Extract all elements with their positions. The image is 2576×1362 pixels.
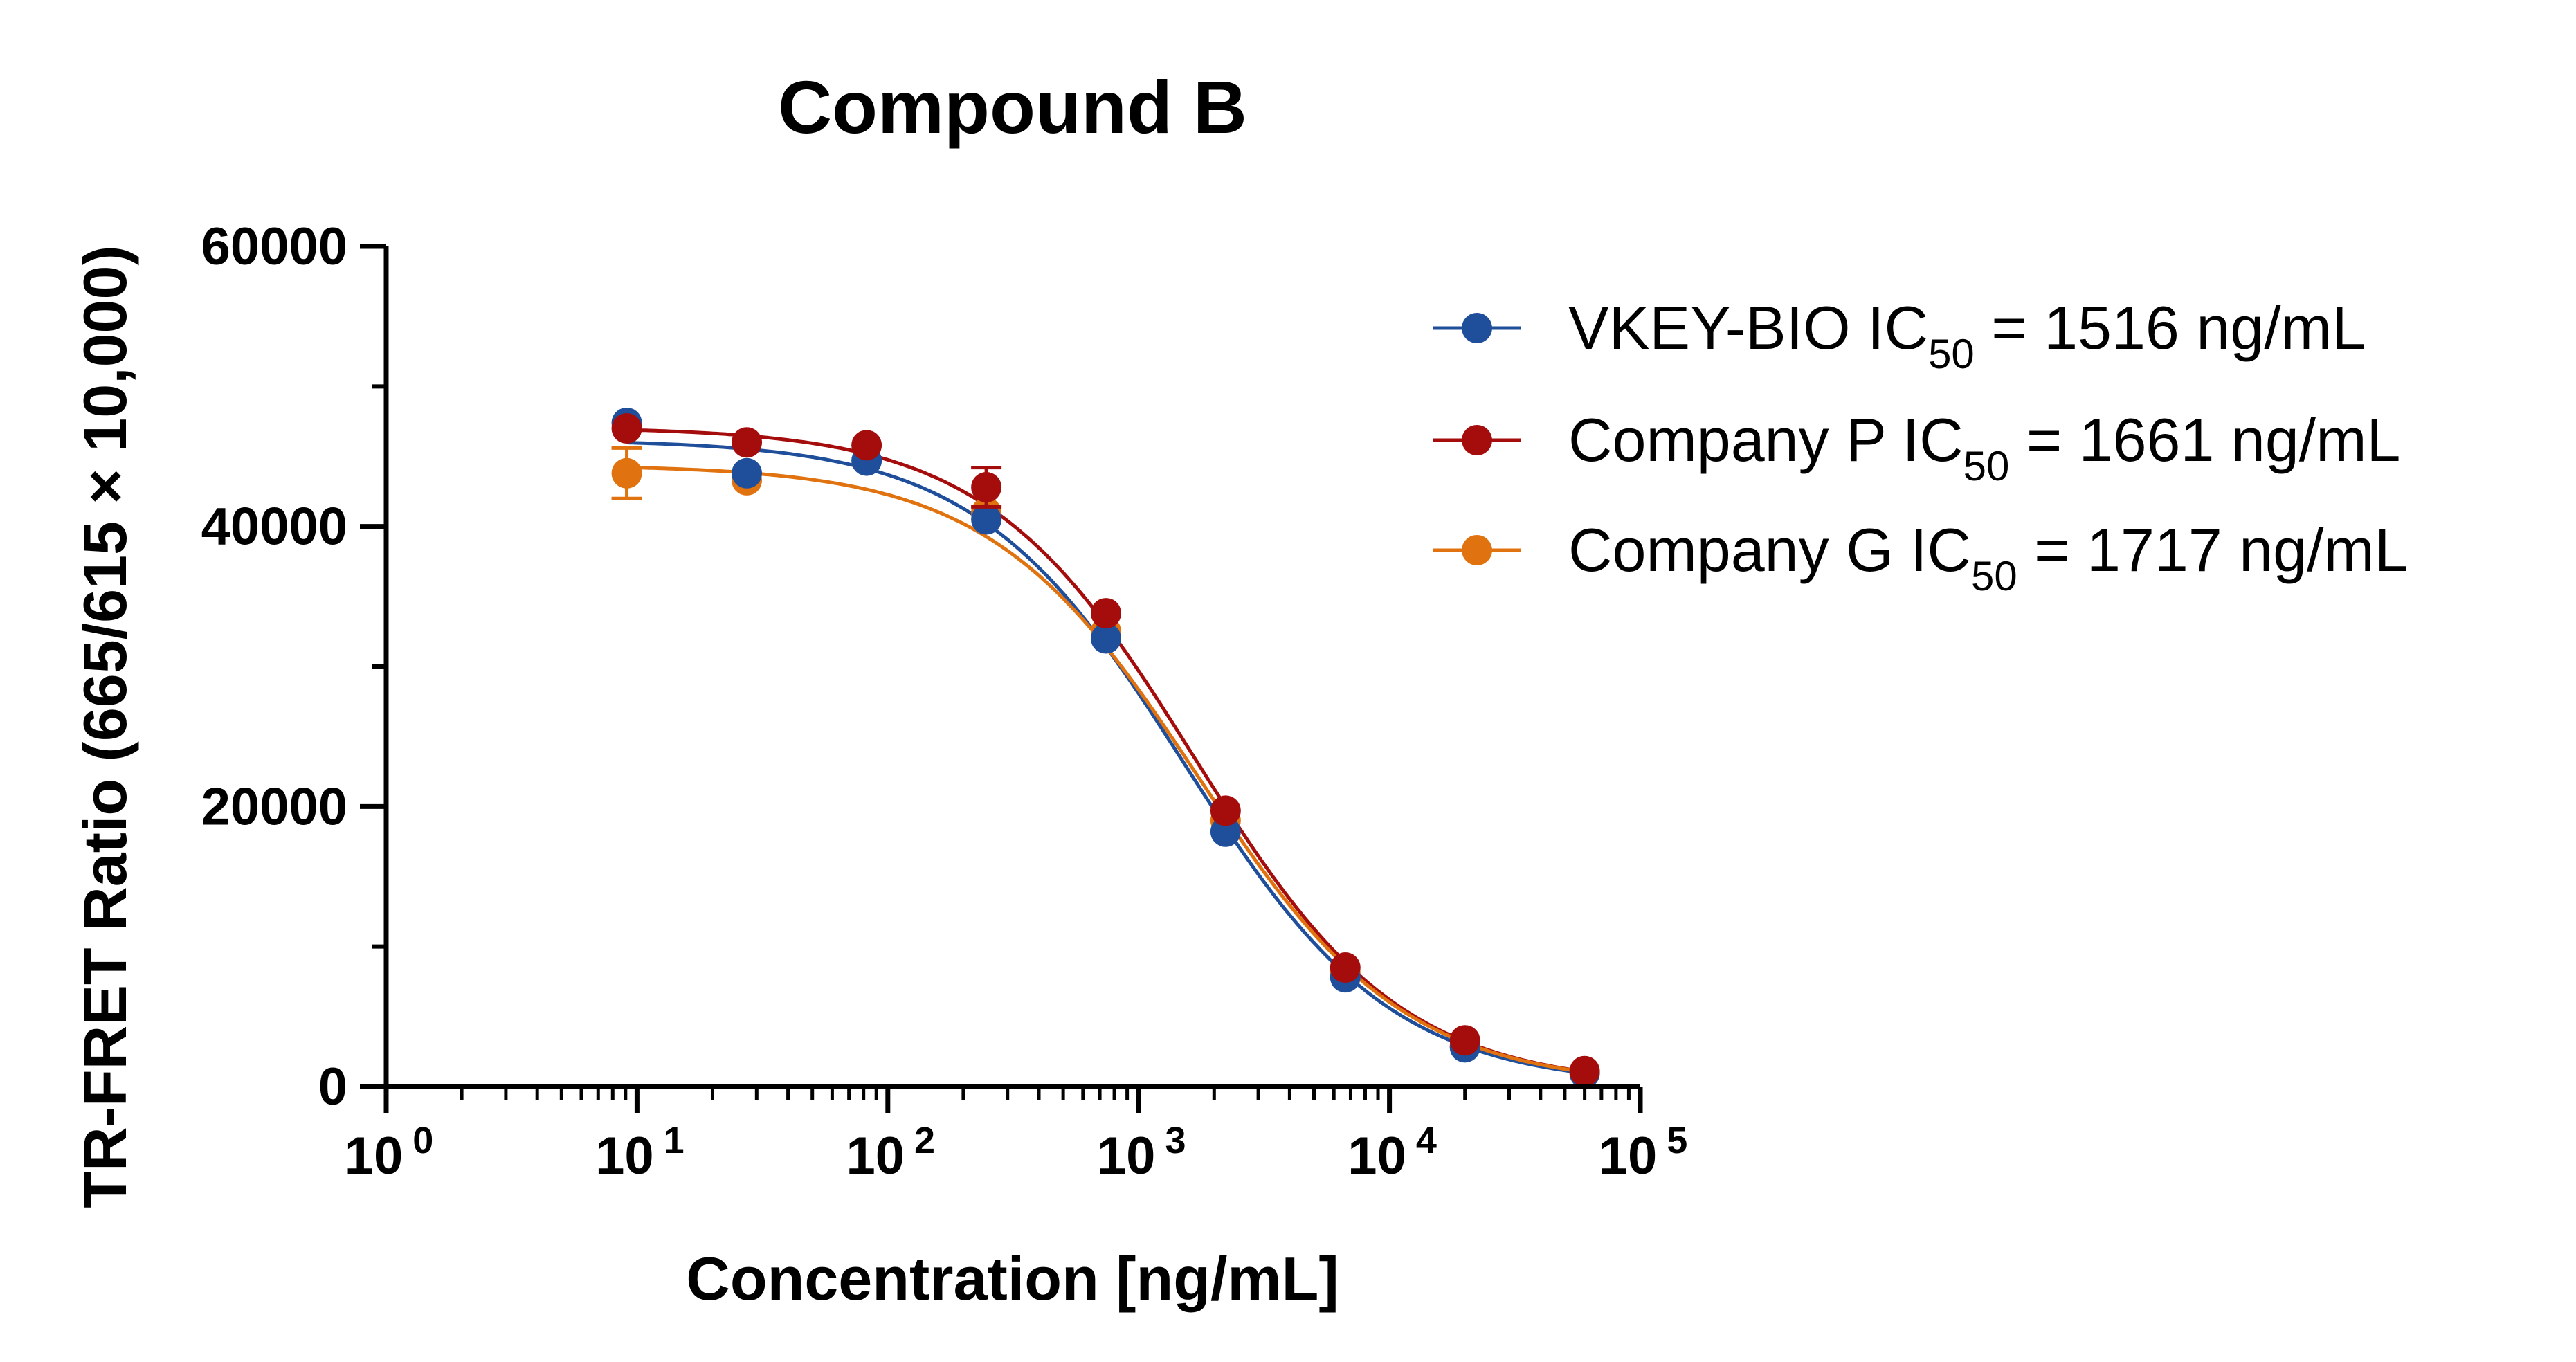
data-point-series-1 <box>971 504 1002 535</box>
legend-label: VKEY-BIO IC50 = 1516 ng/mL <box>1568 293 2366 377</box>
y-tick-label: 60000 <box>201 217 347 276</box>
x-tick-exponent: 3 <box>1165 1120 1186 1161</box>
data-point-series-2 <box>611 413 642 444</box>
data-point-series-3 <box>611 457 642 489</box>
data-point-series-2 <box>1569 1055 1600 1087</box>
y-tick-label: 40000 <box>201 498 347 556</box>
y-axis-title: TR-FRET Ratio (665/615 × 10,000) <box>71 245 139 1208</box>
legend-entry-3: Company G IC50 = 1717 ng/mL <box>1433 516 2409 599</box>
x-tick-base: 10 <box>345 1127 403 1186</box>
data-point-series-2 <box>1330 952 1361 983</box>
legend-entry-1: VKEY-BIO IC50 = 1516 ng/mL <box>1433 293 2366 377</box>
legend: VKEY-BIO IC50 = 1516 ng/mL Company P IC50… <box>1433 293 2409 599</box>
fit-curve-1 <box>626 441 1585 1075</box>
y-tick-label: 20000 <box>201 777 347 836</box>
x-tick-label: 10 0 <box>345 1120 434 1186</box>
x-tick-label: 10 5 <box>1599 1120 1688 1186</box>
data-point-series-2 <box>1091 598 1122 629</box>
fit-curve-3 <box>626 465 1585 1074</box>
legend-marker <box>1462 425 1492 455</box>
x-tick-exponent: 2 <box>914 1120 935 1161</box>
plot-area <box>611 407 1600 1089</box>
x-tick-base: 10 <box>846 1127 905 1186</box>
x-tick-exponent: 0 <box>412 1120 433 1161</box>
legend-label: Company P IC50 = 1661 ng/mL <box>1568 406 2400 489</box>
x-tick-label: 10 1 <box>595 1120 684 1186</box>
x-tick-label: 10 4 <box>1348 1120 1437 1186</box>
data-point-series-1 <box>732 457 763 489</box>
x-tick-exponent: 5 <box>1667 1120 1687 1161</box>
chart-title: Compound B <box>778 65 1247 149</box>
data-point-series-2 <box>971 472 1002 503</box>
x-tick-exponent: 4 <box>1416 1120 1437 1161</box>
x-tick-exponent: 1 <box>664 1120 684 1161</box>
fit-curve-2 <box>626 428 1585 1073</box>
x-tick-base: 10 <box>595 1127 654 1186</box>
x-tick-base: 10 <box>1348 1127 1406 1186</box>
x-tick-base: 10 <box>1599 1127 1658 1186</box>
legend-label: Company G IC50 = 1717 ng/mL <box>1568 516 2409 599</box>
x-tick-label: 10 3 <box>1097 1120 1186 1186</box>
x-tick-label: 10 2 <box>846 1120 936 1186</box>
legend-entry-2: Company P IC50 = 1661 ng/mL <box>1433 406 2400 489</box>
legend-marker <box>1462 535 1492 565</box>
data-point-series-1 <box>1091 623 1122 654</box>
data-point-series-2 <box>851 430 882 461</box>
y-tick-label: 0 <box>318 1057 347 1116</box>
data-point-series-1 <box>1210 816 1241 847</box>
data-point-series-2 <box>1449 1025 1480 1056</box>
data-point-series-2 <box>1210 795 1241 826</box>
data-point-series-2 <box>732 427 763 458</box>
x-axis-title: Concentration [ng/mL] <box>686 1244 1339 1313</box>
x-tick-base: 10 <box>1097 1127 1156 1186</box>
legend-marker <box>1462 313 1492 343</box>
